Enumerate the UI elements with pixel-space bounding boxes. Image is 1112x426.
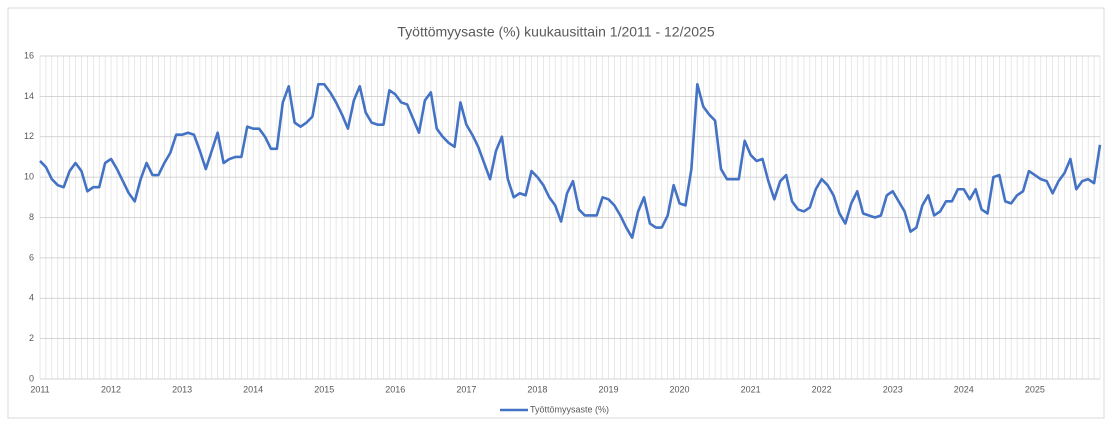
- y-tick-label: 4: [29, 293, 34, 303]
- data-line: [39, 82, 1102, 239]
- x-tick-label: 2021: [741, 384, 761, 394]
- x-tick-label: 2023: [883, 384, 903, 394]
- x-tick-label: 2018: [527, 384, 547, 394]
- legend-label: Työttömyysaste (%): [530, 404, 609, 414]
- x-tick-label: 2015: [314, 384, 334, 394]
- y-tick-label: 14: [24, 91, 34, 101]
- x-tick-label: 2014: [243, 384, 263, 394]
- x-tick-label: 2024: [954, 384, 974, 394]
- y-tick-label: 8: [29, 212, 34, 222]
- y-tick-label: 2: [29, 333, 34, 343]
- x-tick-label: 2013: [172, 384, 192, 394]
- x-tick-label: 2025: [1025, 384, 1045, 394]
- y-tick-label: 16: [24, 50, 34, 60]
- y-tick-label: 0: [29, 373, 34, 383]
- x-tick-label: 2019: [598, 384, 618, 394]
- x-tick-label: 2012: [101, 384, 121, 394]
- x-tick-label: 2017: [456, 384, 476, 394]
- chart-title: Työttömyysaste (%) kuukausittain 1/2011 …: [397, 24, 714, 40]
- x-tick-label: 2016: [385, 384, 405, 394]
- x-tick-label: 2020: [670, 384, 690, 394]
- x-tick-label: 2011: [30, 384, 49, 394]
- y-tick-label: 12: [24, 131, 34, 141]
- y-tick-label: 6: [29, 252, 34, 262]
- y-tick-label: 10: [24, 172, 34, 182]
- x-tick-label: 2022: [812, 384, 832, 394]
